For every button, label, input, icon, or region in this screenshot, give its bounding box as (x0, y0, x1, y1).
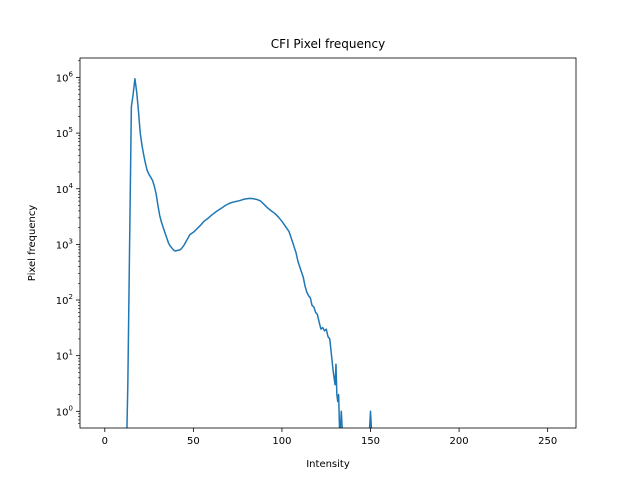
chart-title: CFI Pixel frequency (271, 37, 385, 51)
x-axis-label: Intensity (306, 459, 350, 470)
y-tick-label: 100 (56, 404, 73, 418)
x-tick-label: 0 (102, 436, 108, 447)
y-tick-label: 104 (56, 182, 74, 196)
series-line-2 (368, 410, 373, 428)
y-axis-label: Pixel frequency (27, 205, 38, 282)
plot-lines (126, 77, 373, 428)
y-tick-label: 103 (56, 237, 73, 251)
series-line-1 (339, 410, 343, 428)
x-tick-label: 250 (538, 436, 557, 447)
y-axis: 100 101 102 103 104 105 106 (56, 60, 80, 424)
y-tick-label: 101 (56, 349, 73, 363)
series-line-0 (126, 77, 341, 428)
y-tick-label: 102 (56, 293, 73, 307)
x-tick-label: 150 (361, 436, 380, 447)
x-tick-label: 200 (450, 436, 469, 447)
y-tick-label: 106 (56, 70, 74, 84)
y-tick-label: 105 (56, 126, 73, 140)
x-axis: 0 50 100 150 200 250 (102, 428, 557, 447)
plot-frame (79, 57, 577, 429)
x-tick-label: 50 (187, 436, 200, 447)
x-tick-label: 100 (272, 436, 291, 447)
